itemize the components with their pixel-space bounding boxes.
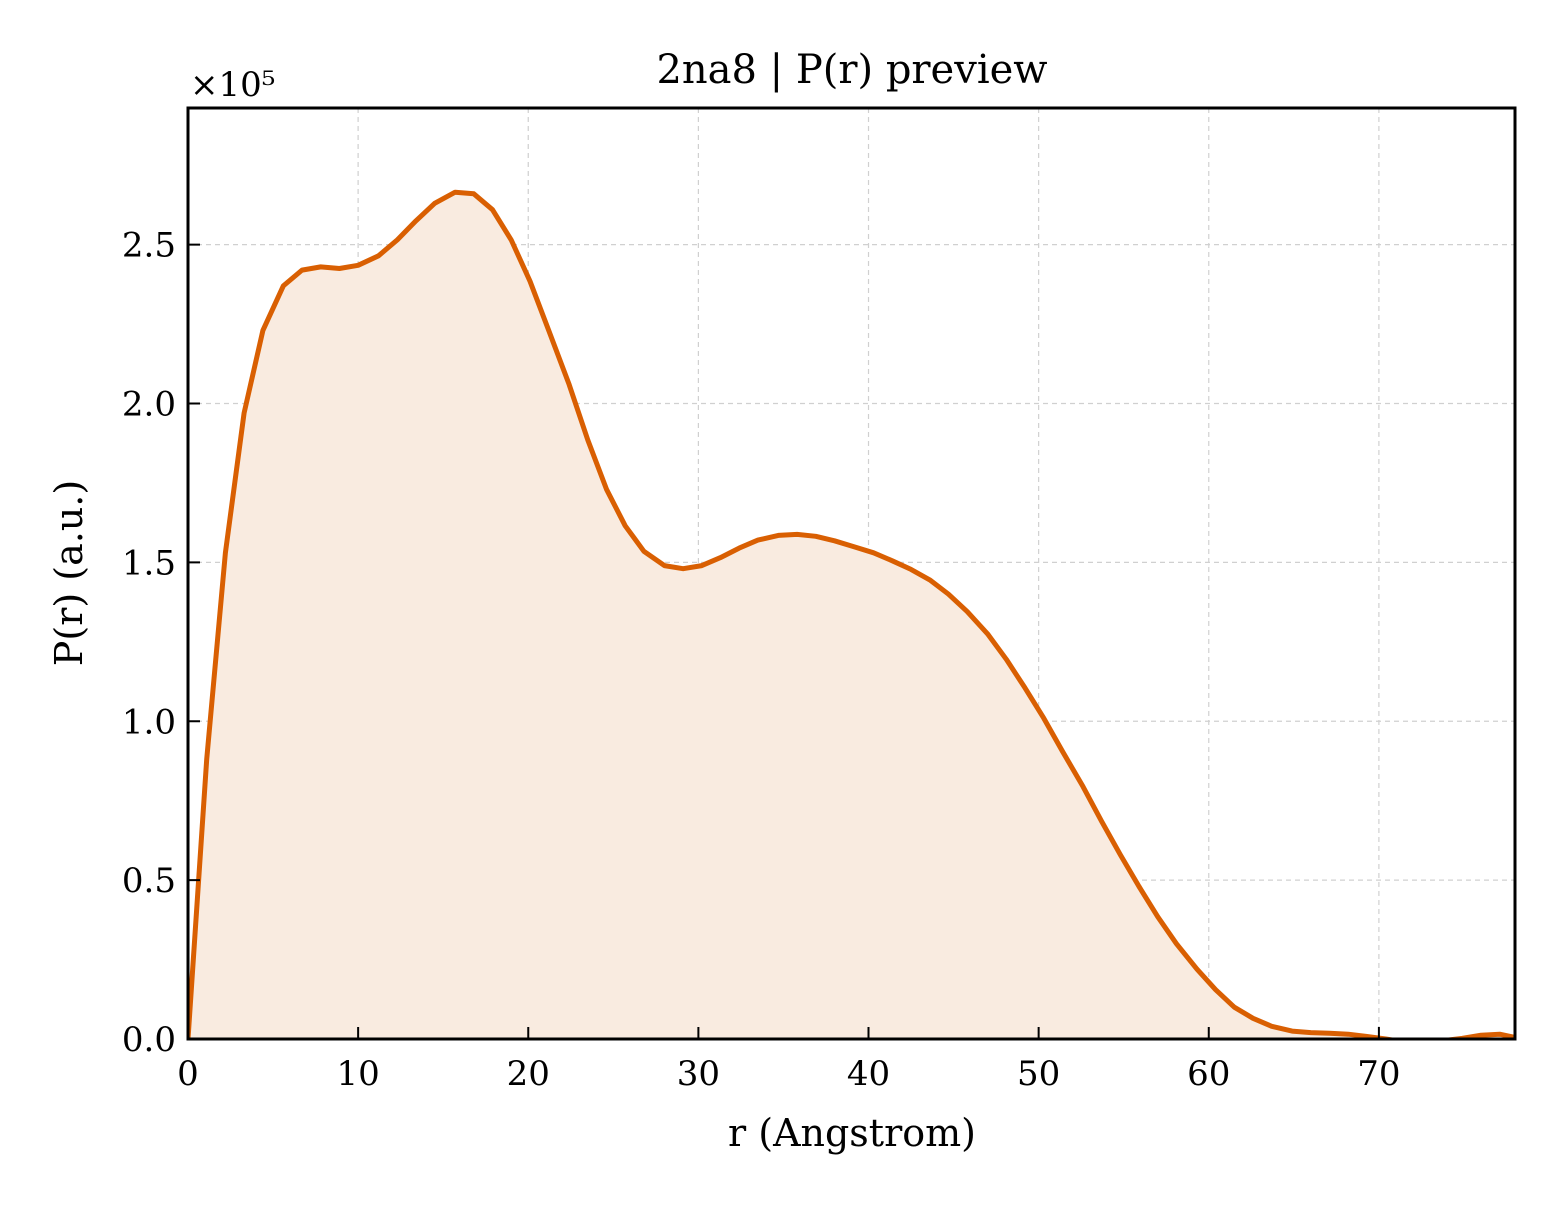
y-tick-label: 0.5	[122, 861, 176, 901]
x-tick-label: 20	[507, 1054, 550, 1094]
y-tick-label: 0.0	[122, 1020, 176, 1060]
x-tick-label: 10	[336, 1054, 379, 1094]
x-tick-label: 70	[1357, 1054, 1400, 1094]
y-tick-label: 2.0	[122, 385, 176, 425]
x-tick-label: 50	[1017, 1054, 1060, 1094]
data-layer	[188, 189, 1515, 1039]
pr-series-line	[188, 189, 1515, 1039]
y-tick-label: 1.0	[122, 702, 176, 742]
plot-area-frame	[186, 106, 1517, 1041]
x-tick-label: 0	[177, 1054, 199, 1094]
tick-layer: 0 10 20 30 40 50 60 70 0.0 0.5 1.0 1.5 2.0 2.5	[122, 226, 1401, 1094]
x-tick-label: 30	[677, 1054, 720, 1094]
y-axis-scale-label: ×10⁵	[190, 65, 275, 105]
y-tick-label: 1.5	[122, 543, 176, 583]
y-axis-label: P(r) (a.u.)	[47, 480, 91, 666]
x-tick-label: 40	[847, 1054, 890, 1094]
pr-area-fill	[188, 192, 1515, 1039]
chart-title: 2na8 | P(r) preview	[656, 47, 1047, 93]
x-tick-label: 60	[1187, 1054, 1230, 1094]
x-axis-label: r (Angstrom)	[728, 1111, 976, 1155]
y-tick-label: 2.5	[122, 226, 176, 266]
